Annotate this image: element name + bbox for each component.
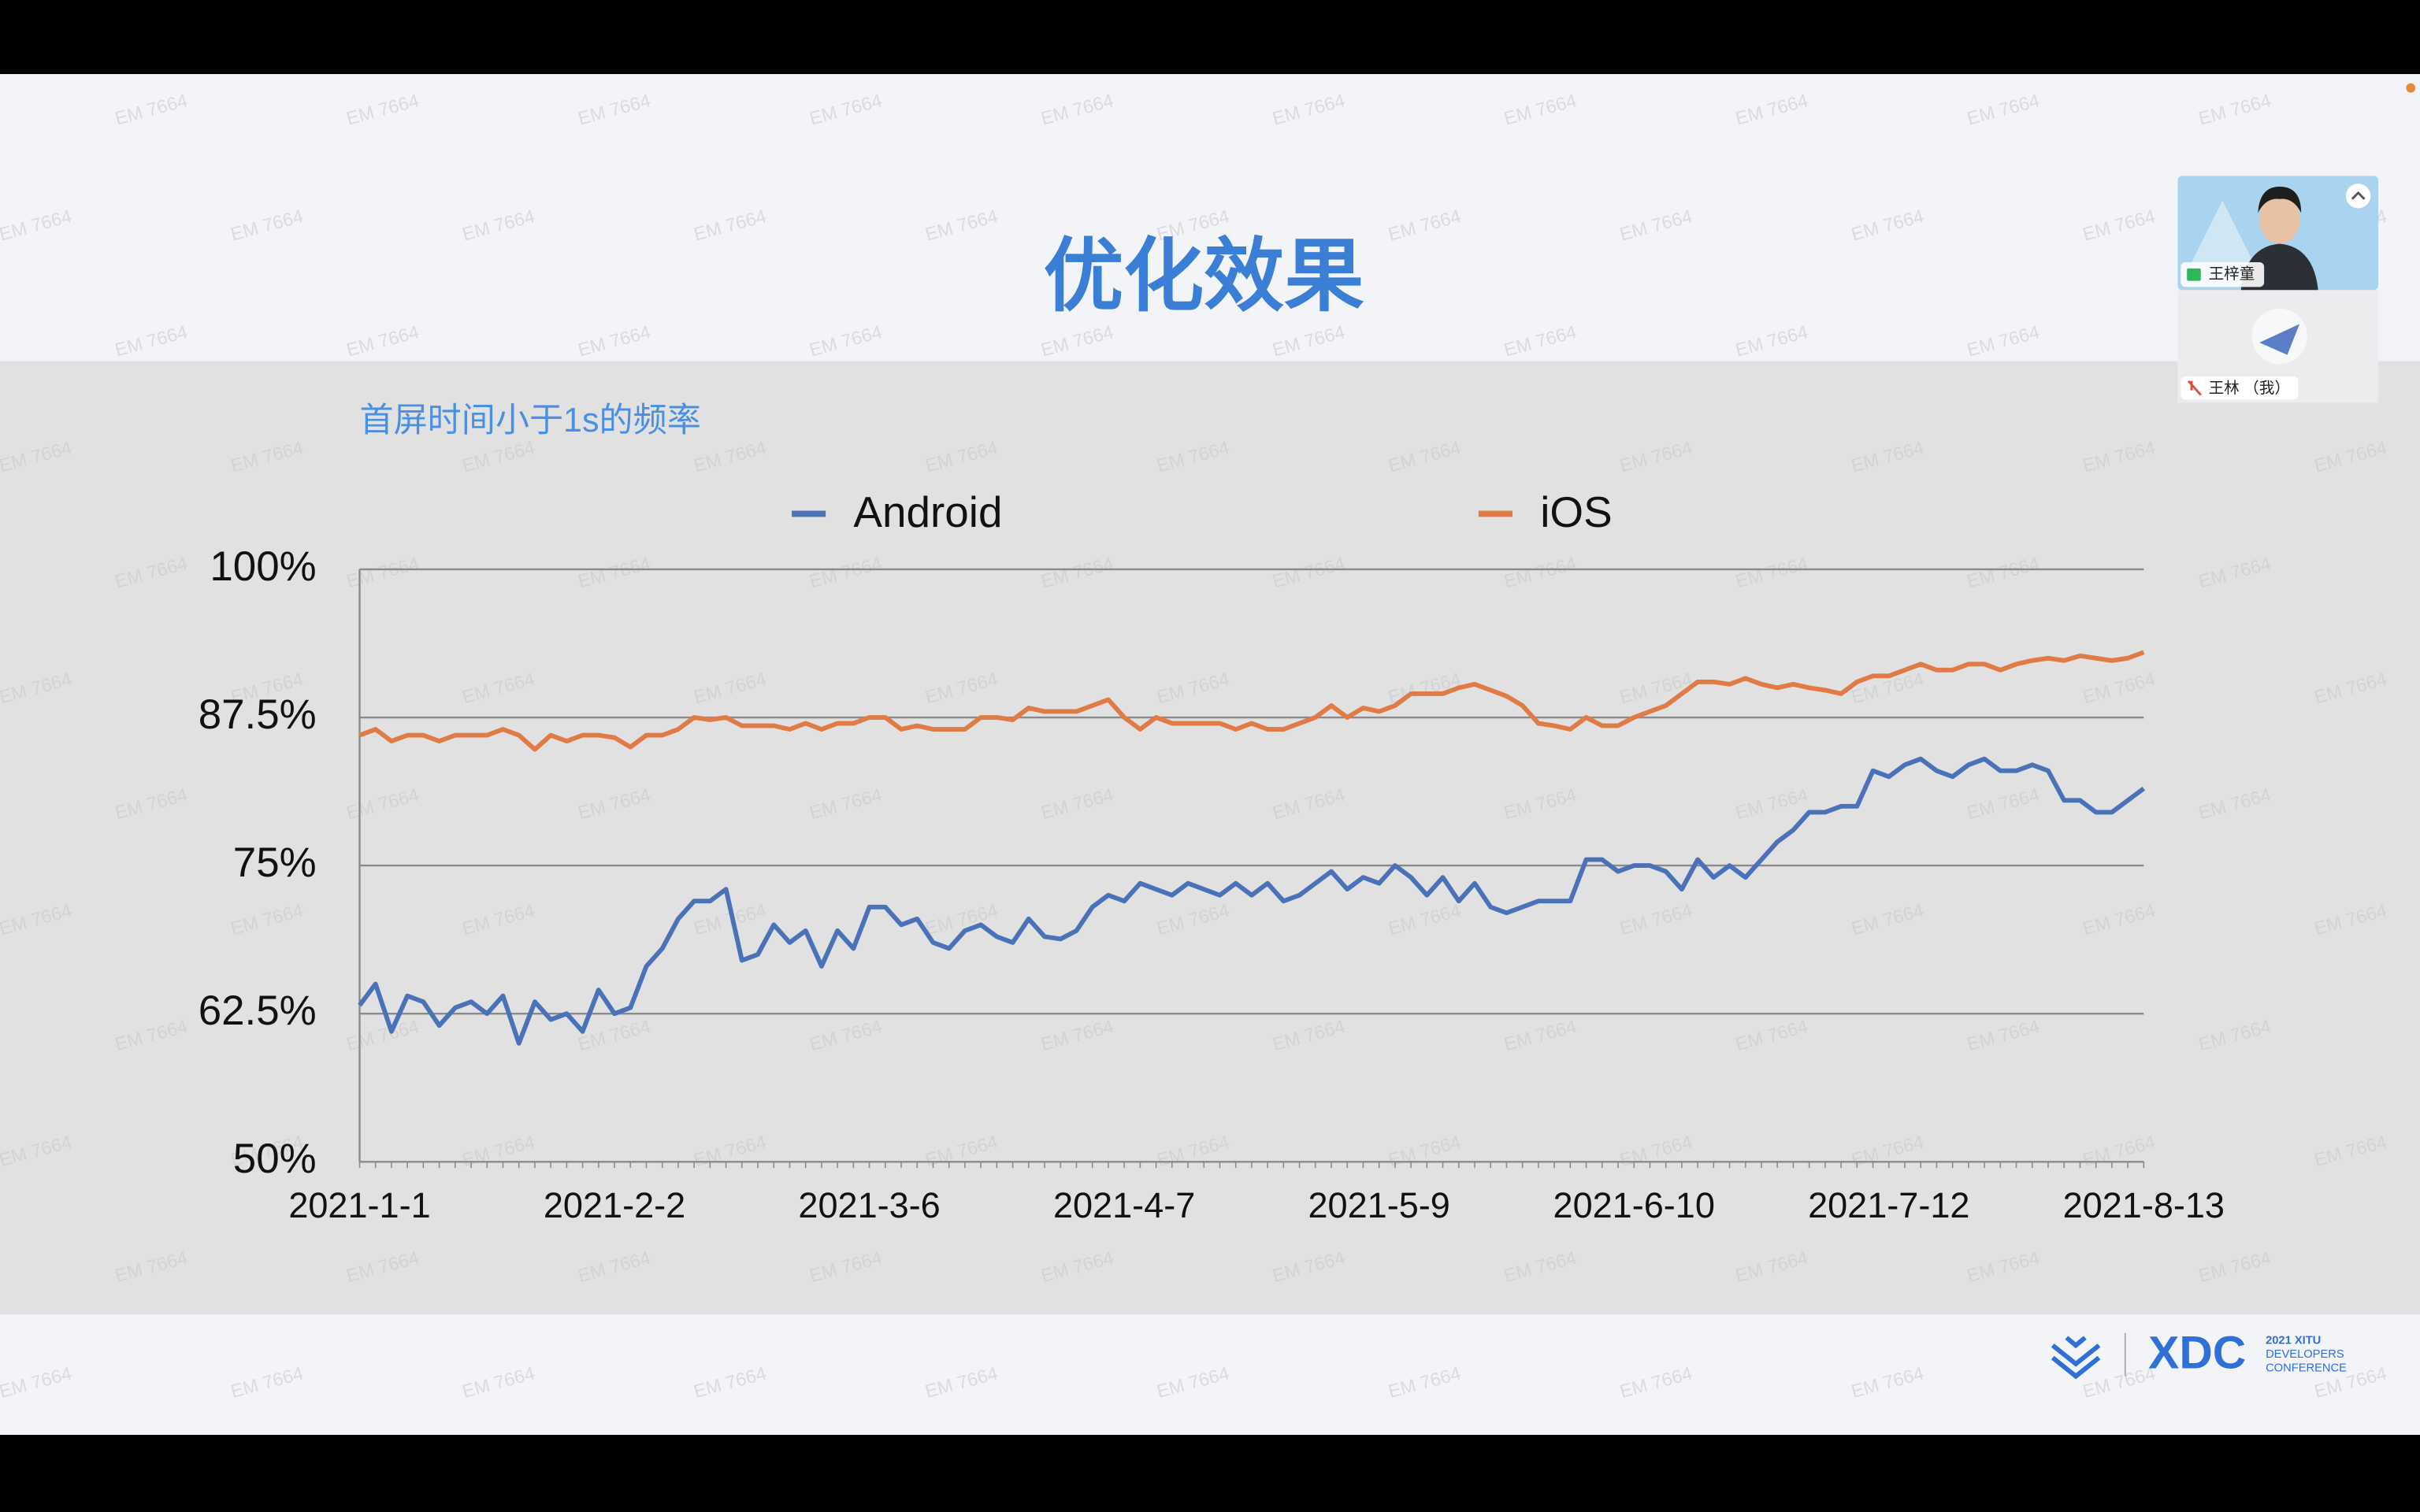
x-tick-label: 2021-7-12 bbox=[1808, 1185, 1969, 1225]
status-dot bbox=[2406, 83, 2416, 93]
y-tick-label: 50% bbox=[233, 1136, 317, 1182]
x-tick-label: 2021-1-1 bbox=[288, 1185, 430, 1225]
legend-label: Android bbox=[853, 487, 1002, 536]
name-tag bbox=[2181, 262, 2265, 287]
chevron-icon bbox=[2351, 191, 2366, 200]
logo-tagline: DEVELOPERS bbox=[2266, 1348, 2344, 1361]
speaker-icon bbox=[2187, 268, 2201, 281]
video-panel: 王梓童 王林 （我） bbox=[2177, 176, 2379, 403]
y-tick-label: 75% bbox=[233, 839, 317, 886]
logo-name: XDC bbox=[2148, 1328, 2246, 1379]
logo-icon bbox=[2051, 1336, 2101, 1380]
name-tag bbox=[2181, 376, 2299, 400]
series-line bbox=[358, 756, 2146, 1046]
series-line bbox=[358, 650, 2145, 752]
x-tick-label: 2021-2-2 bbox=[544, 1185, 685, 1225]
chart: 50% 62.5% 75% 87.5% 100% 2021-1-1 2021-2-2 2021… bbox=[199, 487, 2225, 1225]
x-tick-label: 2021-6-10 bbox=[1553, 1185, 1715, 1225]
participant-name: 王林 （我） bbox=[2209, 380, 2290, 397]
muted-icon bbox=[2188, 380, 2202, 396]
x-tick-label: 2021-4-7 bbox=[1053, 1185, 1195, 1225]
y-tick-label: 87.5% bbox=[199, 691, 317, 738]
slide-title: 优化效果 bbox=[1043, 231, 1364, 321]
chart-title: 首屏时间小于1s的频率 bbox=[359, 402, 700, 439]
participant-name: 王梓童 bbox=[2209, 265, 2255, 283]
x-tick-label: 2021-3-6 bbox=[798, 1185, 940, 1225]
logo-tagline: 2021 XITU bbox=[2266, 1334, 2321, 1347]
x-tick-label: 2021-5-9 bbox=[1308, 1185, 1450, 1225]
person-face bbox=[2259, 194, 2300, 244]
logo: XDC 2021 XITU DEVELOPERS CONFERENCE bbox=[2051, 1328, 2347, 1380]
legend-label: iOS bbox=[1540, 487, 1612, 536]
chart-panel bbox=[0, 361, 2420, 1315]
collapse-button[interactable] bbox=[2345, 183, 2371, 209]
video-background bbox=[2192, 200, 2254, 263]
logo-tagline: CONFERENCE bbox=[2266, 1362, 2347, 1375]
avatar-icon bbox=[2259, 324, 2300, 355]
person-hair bbox=[2258, 187, 2302, 213]
y-tick-label: 62.5% bbox=[199, 988, 317, 1034]
y-tick-label: 100% bbox=[210, 543, 316, 590]
x-tick-label: 2021-8-13 bbox=[2063, 1185, 2225, 1225]
